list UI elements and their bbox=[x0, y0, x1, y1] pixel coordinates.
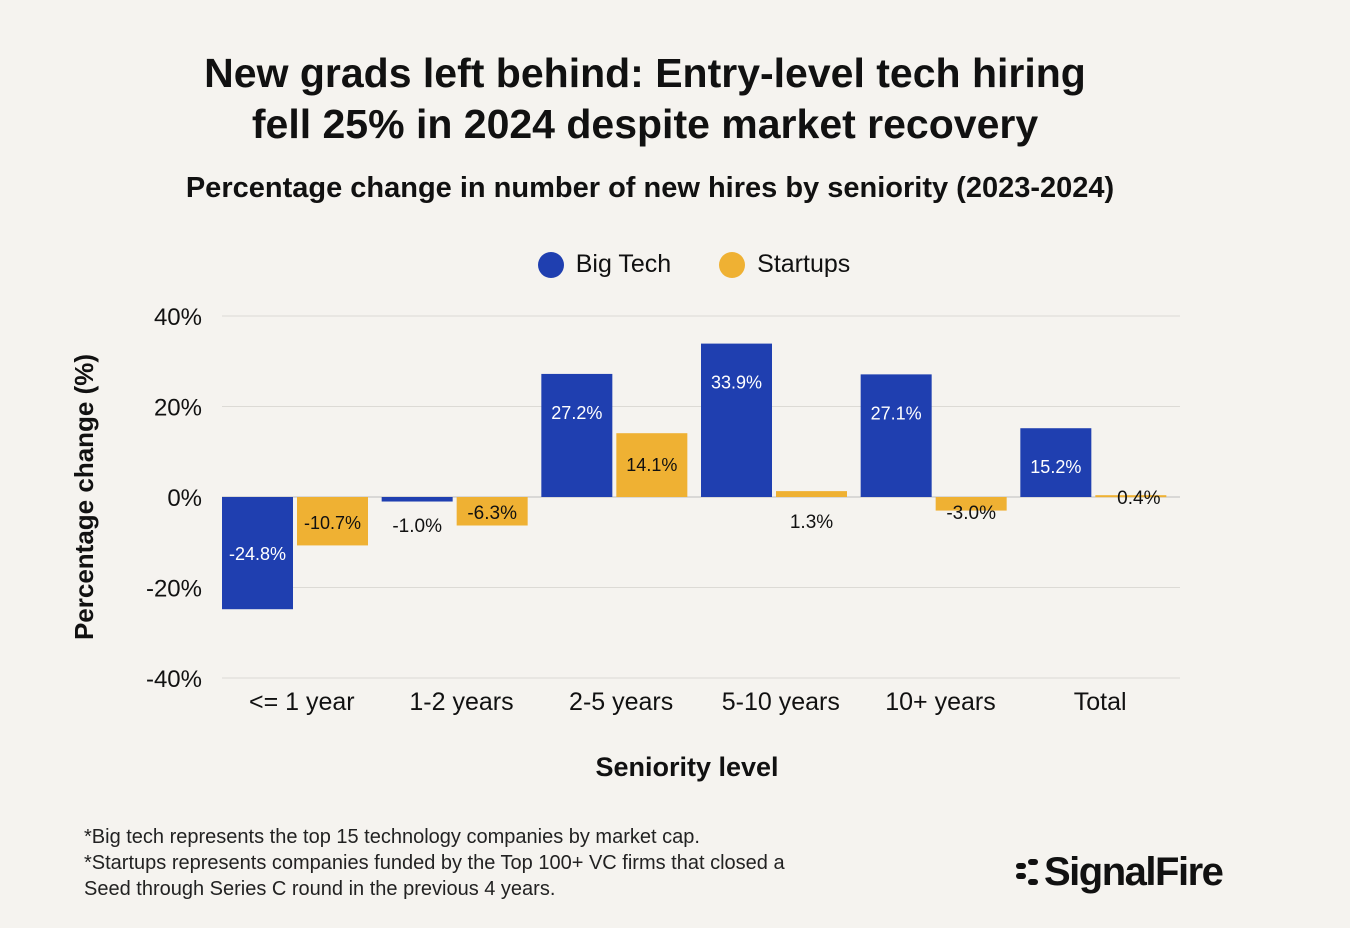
legend-swatch-startups bbox=[719, 251, 746, 278]
footnote-line-3: Seed through Series C round in the previ… bbox=[84, 878, 556, 900]
legend-swatch-big-tech bbox=[537, 251, 564, 278]
bar-startups bbox=[776, 491, 847, 497]
data-label: -3.0% bbox=[946, 503, 996, 524]
x-tick-label: <= 1 year bbox=[249, 688, 355, 716]
legend-label-big-tech: Big Tech bbox=[575, 250, 672, 278]
chart-subtitle: Percentage change in number of new hires… bbox=[185, 172, 1115, 204]
data-label: 0.4% bbox=[1117, 488, 1160, 509]
bar-startups bbox=[297, 497, 368, 546]
data-label: -6.3% bbox=[467, 503, 517, 524]
bar-big-tech bbox=[381, 497, 453, 502]
bar-startups bbox=[1095, 495, 1167, 498]
x-tick-label: 2-5 years bbox=[569, 688, 673, 716]
signalfire-logo-icon bbox=[1016, 858, 1038, 885]
x-tick-label: Total bbox=[1074, 688, 1127, 716]
data-label: 27.1% bbox=[871, 403, 922, 423]
data-label: 15.2% bbox=[1030, 457, 1081, 477]
bar-big-tech bbox=[222, 497, 293, 610]
bar-startups bbox=[935, 497, 1007, 511]
legend-item-startups: Startups bbox=[719, 250, 850, 279]
y-tick-label: 20% bbox=[154, 395, 202, 422]
y-tick-label: -20% bbox=[146, 576, 202, 603]
y-axis-label: Percentage change (%) bbox=[69, 354, 99, 640]
footnotes: *Big tech represents the top 15 technolo… bbox=[84, 824, 785, 902]
bar-big-tech bbox=[541, 373, 613, 497]
y-tick-label: 40% bbox=[154, 304, 202, 331]
data-label: -24.8% bbox=[229, 544, 286, 564]
footnote-line-2: *Startups represents companies funded by… bbox=[84, 852, 785, 874]
bar-startups bbox=[616, 433, 688, 497]
data-label: -1.0% bbox=[392, 516, 442, 537]
title-line-1: New grads left behind: Entry-level tech … bbox=[204, 50, 1086, 96]
legend-item-big-tech: Big Tech bbox=[537, 250, 672, 279]
data-label: -10.7% bbox=[304, 513, 361, 533]
data-label: 14.1% bbox=[626, 455, 677, 475]
y-tick-label: 0% bbox=[167, 485, 202, 512]
chart-title: New grads left behind: Entry-level tech … bbox=[0, 48, 1290, 150]
bar-big-tech bbox=[860, 374, 932, 497]
footnote-line-1: *Big tech represents the top 15 technolo… bbox=[84, 826, 700, 848]
bar-startups bbox=[456, 497, 528, 526]
y-tick-label: -40% bbox=[146, 666, 202, 693]
legend-label-startups: Startups bbox=[757, 250, 851, 278]
signalfire-logo: SignalFire bbox=[1014, 850, 1224, 895]
x-tick-label: 1-2 years bbox=[409, 688, 513, 716]
bar-big-tech bbox=[1020, 428, 1092, 497]
title-line-2: fell 25% in 2024 despite market recovery bbox=[251, 101, 1039, 147]
x-axis-label: Seniority level bbox=[595, 752, 778, 782]
data-label: 1.3% bbox=[790, 512, 833, 533]
data-label: 27.2% bbox=[551, 403, 602, 423]
bar-big-tech bbox=[701, 343, 772, 497]
data-label: 33.9% bbox=[711, 373, 762, 393]
bar-chart: 40% 20% 0% -20% -40% Percentage change (%) Sen… bbox=[69, 304, 1180, 782]
x-tick-label: 5-10 years bbox=[722, 688, 840, 716]
x-tick-label: 10+ years bbox=[885, 688, 996, 716]
logo-text: SignalFire bbox=[1044, 850, 1224, 894]
legend: Big Tech Startups bbox=[0, 250, 1350, 279]
